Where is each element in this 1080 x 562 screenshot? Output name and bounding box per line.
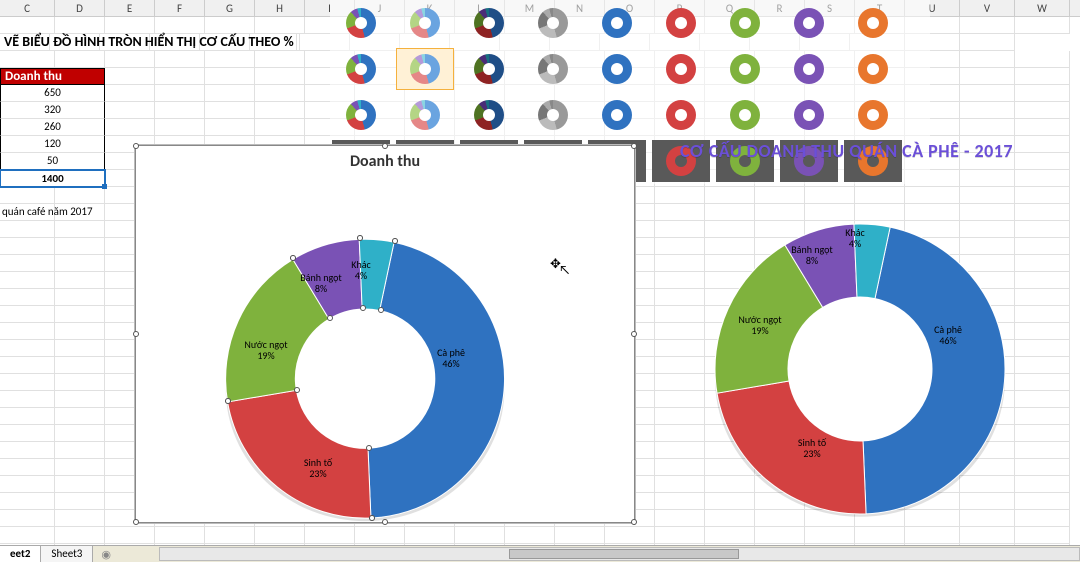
sheet-tab-bar[interactable]: eet2Sheet3 ◉ [0, 545, 1080, 562]
table-row[interactable]: 50 [0, 153, 105, 170]
slice-label: Cà phê46% [934, 324, 962, 346]
style-thumb[interactable] [716, 48, 774, 90]
style-thumb[interactable] [524, 2, 582, 44]
slice-label: Sinh tố23% [798, 437, 826, 459]
horizontal-scrollbar[interactable] [159, 547, 1080, 561]
slice-label: Nước ngọt19% [738, 314, 781, 336]
col-header-G[interactable]: G [205, 0, 255, 16]
style-thumb[interactable] [332, 48, 390, 90]
style-thumb[interactable] [652, 2, 710, 44]
page-title[interactable]: VẼ BIỂU ĐỒ HÌNH TRÒN HIỂN THỊ CƠ CẤU THE… [2, 34, 297, 51]
style-thumb[interactable] [460, 94, 518, 136]
style-thumb[interactable] [332, 94, 390, 136]
chart2-plot[interactable]: Cà phê46% Sinh tố23% Nước ngọt19% Bánh ngọt… [640, 130, 1080, 538]
slice-label: Bánh ngọt8% [791, 244, 833, 266]
chart2-title[interactable]: CƠ CẤU DOANH THU QUÁN CÀ PHÊ - 2017 [680, 140, 1013, 162]
col-header-H[interactable]: H [255, 0, 305, 16]
col-header-V[interactable]: V [960, 0, 1015, 16]
table-header[interactable]: Doanh thu [0, 68, 105, 85]
table-row[interactable]: 320 [0, 102, 105, 119]
style-thumb[interactable] [780, 48, 838, 90]
style-thumb[interactable] [396, 48, 454, 90]
table-row[interactable]: 120 [0, 136, 105, 153]
style-thumb[interactable] [524, 48, 582, 90]
col-header-D[interactable]: D [55, 0, 105, 16]
style-thumb[interactable] [460, 48, 518, 90]
col-header-W[interactable]: W [1015, 0, 1070, 16]
chart1-plot[interactable]: Cà phê46% Sinh tố23% Nước ngọt19% Bánh ngọt… [136, 173, 634, 525]
slice-label: Khác4% [351, 259, 370, 281]
style-thumb[interactable] [780, 2, 838, 44]
slice-label: Nước ngọt19% [244, 339, 287, 361]
style-thumb[interactable] [588, 48, 646, 90]
sheet-tab[interactable]: Sheet3 [41, 546, 93, 562]
style-thumb[interactable] [460, 2, 518, 44]
note-text[interactable]: quán café năm 2017 [0, 204, 55, 221]
style-thumb[interactable] [844, 2, 902, 44]
sheet-tab[interactable]: eet2 [0, 546, 41, 562]
slice-label: Sinh tố23% [304, 457, 332, 479]
chart1-title[interactable]: Doanh thu [136, 146, 634, 173]
style-thumb[interactable] [396, 2, 454, 44]
new-sheet-icon[interactable]: ◉ [93, 548, 119, 561]
chart-object-2[interactable]: Cà phê46% Sinh tố23% Nước ngọt19% Bánh ngọt… [640, 130, 1080, 538]
style-thumb[interactable] [588, 2, 646, 44]
col-header-F[interactable]: F [155, 0, 205, 16]
style-thumb[interactable] [332, 2, 390, 44]
style-thumb[interactable] [716, 2, 774, 44]
style-thumb[interactable] [524, 94, 582, 136]
slice-label: Khác4% [845, 227, 864, 249]
chart-object-1[interactable]: Doanh thu Cà phê46% Sinh tố23% Nước ngọt19… [135, 145, 635, 523]
col-header-E[interactable]: E [105, 0, 155, 16]
slice-label: Bánh ngọt8% [300, 272, 342, 294]
table-row[interactable]: 260 [0, 119, 105, 136]
style-thumb[interactable] [652, 48, 710, 90]
style-thumb[interactable] [844, 48, 902, 90]
slice-label: Cà phê46% [437, 347, 465, 369]
scrollbar-thumb[interactable] [509, 549, 739, 559]
table-row[interactable]: 650 [0, 85, 105, 102]
table-total-cell[interactable]: 1400 [0, 170, 105, 187]
style-thumb[interactable] [588, 94, 646, 136]
style-thumb[interactable] [396, 94, 454, 136]
col-header-C[interactable]: C [0, 0, 55, 16]
